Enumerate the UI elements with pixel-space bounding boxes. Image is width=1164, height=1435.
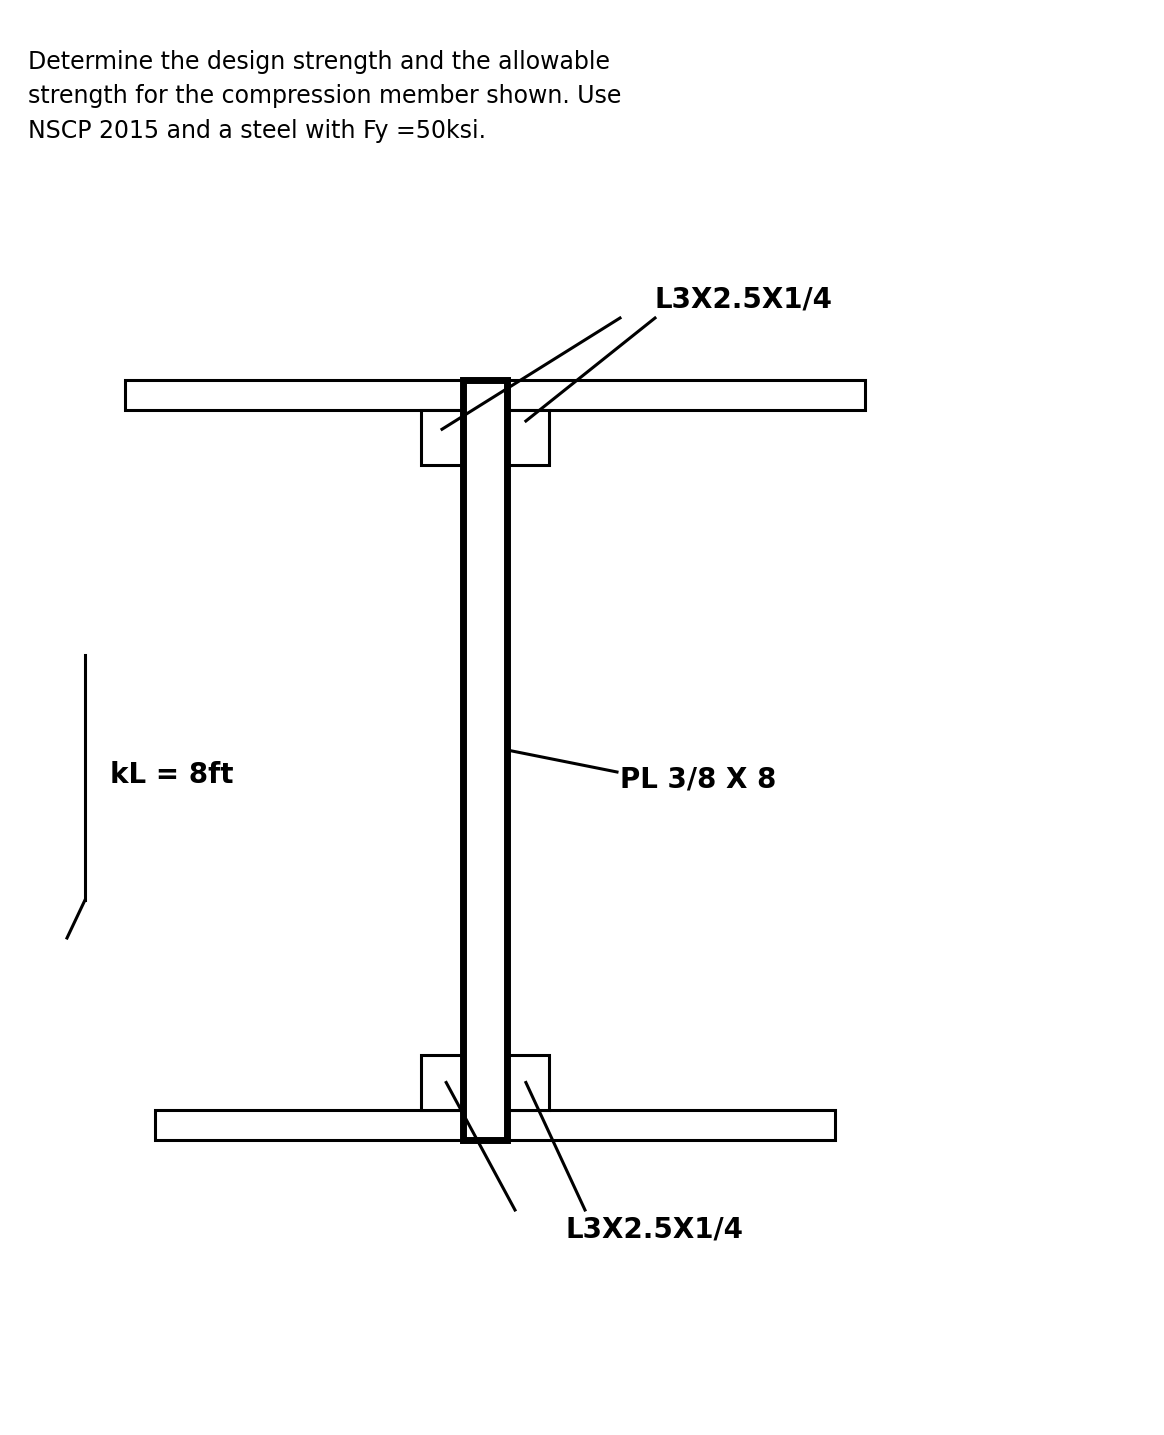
Bar [508,1055,549,1111]
Text: PL 3/8 X 8: PL 3/8 X 8 [620,766,776,794]
Text: L3X2.5X1/4: L3X2.5X1/4 [655,286,833,314]
Bar [421,410,463,465]
Text: kL = 8ft: kL = 8ft [111,761,234,789]
Bar [463,380,508,1139]
Text: Determine the design strength and the allowable
strength for the compression mem: Determine the design strength and the al… [28,50,622,144]
Bar [421,1055,463,1111]
Text: L3X2.5X1/4: L3X2.5X1/4 [565,1215,743,1244]
Bar [125,380,865,410]
Bar [508,410,549,465]
Bar [155,1111,835,1139]
